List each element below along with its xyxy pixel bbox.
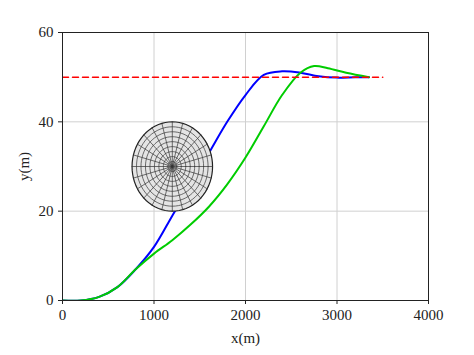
svg-text:0: 0 xyxy=(59,307,67,323)
svg-text:3000: 3000 xyxy=(322,307,352,323)
svg-text:y(m): y(m) xyxy=(16,152,33,181)
svg-text:60: 60 xyxy=(39,24,54,40)
svg-text:x(m): x(m) xyxy=(231,330,260,347)
svg-text:4000: 4000 xyxy=(414,307,444,323)
svg-text:20: 20 xyxy=(39,203,54,219)
svg-text:40: 40 xyxy=(39,114,54,130)
svg-text:0: 0 xyxy=(46,292,54,308)
svg-text:2000: 2000 xyxy=(231,307,261,323)
svg-text:1000: 1000 xyxy=(139,307,169,323)
